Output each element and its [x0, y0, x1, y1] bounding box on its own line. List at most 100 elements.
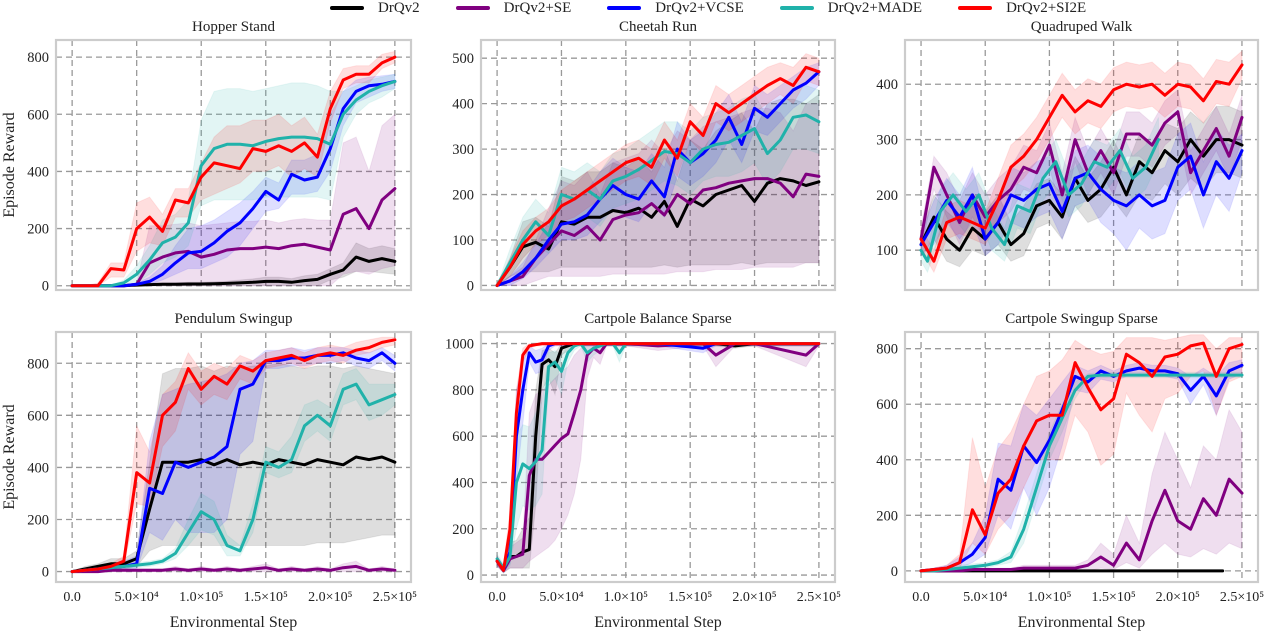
line-drqv2-made — [919, 138, 1160, 263]
line-drqv2-vcse — [70, 79, 397, 288]
y-tick-label: 0 — [467, 278, 474, 294]
y-tick-label: 500 — [452, 51, 474, 67]
x-axis-label: Environmental Step — [170, 614, 298, 631]
legend-item-drqv2-se: DrQv2+SE — [455, 0, 572, 16]
x-tick-label: 2.5×10⁵ — [1220, 590, 1264, 605]
x-tick-label: 1.0×10⁵ — [604, 590, 648, 605]
y-axis-label: Episode Reward — [1, 112, 18, 217]
x-tick-label: 0.0 — [63, 590, 81, 605]
plot-frame — [903, 330, 1260, 584]
legend-item-drqv2-made: DrQv2+MADE — [779, 0, 923, 16]
line-drqv2-made — [70, 382, 397, 574]
legend-label: DrQv2+SE — [503, 0, 572, 16]
y-tick-label: 400 — [452, 97, 474, 113]
y-tick-label: 200 — [452, 522, 474, 538]
series-group — [495, 53, 821, 288]
series-group — [70, 50, 397, 288]
plot-frame — [479, 38, 837, 292]
y-tick-label: 100 — [876, 243, 898, 259]
y-tick-label: 600 — [876, 397, 898, 413]
y-tick-label: 600 — [27, 107, 49, 123]
line-drqv2-si2e — [495, 65, 821, 287]
y-tick-label: 300 — [876, 133, 898, 149]
line-drqv2-se — [919, 477, 1244, 573]
x-tick-label: 1.0×10⁵ — [1027, 590, 1071, 605]
plot-frame — [54, 38, 413, 292]
line-drqv2-si2e — [495, 342, 821, 572]
y-tick-label: 200 — [27, 222, 49, 238]
band-drqv2-si2e — [920, 50, 1243, 274]
y-axis-label: Episode Reward — [1, 404, 18, 509]
line-drqv2 — [70, 455, 397, 574]
y-tick-label: 200 — [27, 513, 49, 529]
y-tick-label: 200 — [876, 508, 898, 524]
line-drqv2-se — [70, 564, 397, 574]
y-tick-label: 200 — [452, 188, 474, 204]
panel-title: Hopper Stand — [192, 19, 275, 35]
legend-item-drqv2-vcse: DrQv2+VCSE — [607, 0, 744, 16]
line-drqv2-se — [495, 172, 821, 287]
legend-item-drqv2: DrQv2 — [330, 0, 420, 16]
y-tick-label: 100 — [452, 233, 474, 249]
x-tick-label: 1.0×10⁵ — [179, 590, 223, 605]
x-tick-label: 1.5×10⁵ — [1091, 590, 1135, 605]
band-drqv2-si2e — [920, 334, 1243, 572]
x-axis-label: Environmental Step — [1018, 614, 1146, 631]
x-tick-label: 0.0 — [912, 590, 930, 605]
x-tick-label: 1.5×10⁵ — [244, 590, 288, 605]
y-tick-label: 600 — [452, 429, 474, 445]
legend: DrQv2 DrQv2+SE DrQv2+VCSE DrQv2+MADE DrQ… — [330, 0, 1122, 16]
legend-label: DrQv2+VCSE — [655, 0, 744, 16]
line-drqv2 — [919, 138, 1244, 252]
y-tick-label: 0 — [891, 564, 898, 580]
x-axis-label: Environmental Step — [594, 614, 722, 631]
panel-title: Cartpole Balance Sparse — [584, 311, 732, 327]
plot-frame — [479, 330, 837, 584]
panel-title: Quadruped Walk — [1031, 19, 1133, 35]
y-tick-label: 400 — [876, 77, 898, 93]
panel-quadruped-walk: Quadruped Walk 100 200 300 400 — [876, 19, 1260, 292]
panel-cartpole-balance-sparse: Cartpole Balance Sparse 0 200 400 600 800 1000… — [445, 311, 841, 631]
legend-label: DrQv2+SI2E — [1006, 0, 1087, 16]
x-tick-label: 2.5×10⁵ — [797, 590, 841, 605]
panel-title: Pendulum Swingup — [175, 311, 293, 327]
panel-hopper-stand: Hopper Stand 0 200 400 600 800 Episode Reward — [1, 19, 413, 295]
y-tick-label: 200 — [876, 188, 898, 204]
legend-swatch — [779, 6, 814, 10]
y-tick-label: 400 — [27, 164, 49, 180]
legend-label: DrQv2+MADE — [827, 0, 923, 16]
series-group — [919, 334, 1244, 573]
y-tick-label: 800 — [27, 356, 49, 372]
y-tick-label: 0 — [42, 565, 49, 581]
y-tick-label: 400 — [452, 475, 474, 491]
x-tick-label: 5.0×10⁴ — [539, 590, 583, 605]
plot-frame — [903, 38, 1260, 292]
x-tick-label: 1.5×10⁵ — [668, 590, 712, 605]
y-tick-label: 800 — [876, 342, 898, 358]
x-tick-label: 2.0×10⁵ — [308, 590, 352, 605]
line-drqv2-se — [495, 342, 821, 572]
line-drqv2-vcse — [919, 363, 1244, 573]
panel-cartpole-swingup-sparse: Cartpole Swingup Sparse 0 200 400 600 800 0.0 5… — [876, 311, 1264, 631]
line-drqv2-si2e — [919, 341, 1244, 573]
line-drqv2-made — [919, 373, 1244, 573]
y-tick-label: 800 — [452, 383, 474, 399]
x-tick-label: 0.0 — [488, 590, 506, 605]
line-drqv2-vcse — [495, 70, 821, 287]
legend-swatch — [455, 6, 490, 10]
legend-swatch — [958, 6, 993, 10]
series-group — [495, 342, 821, 574]
panel-pendulum-swingup: Pendulum Swingup 0 200 400 600 800 0.0 5.0×10⁴ 1… — [1, 311, 417, 631]
y-tick-label: 400 — [876, 453, 898, 469]
series-group — [919, 50, 1244, 274]
x-tick-label: 2.0×10⁵ — [1156, 590, 1200, 605]
y-tick-label: 800 — [27, 50, 49, 66]
band-drqv2-made — [496, 343, 820, 574]
line-drqv2-si2e — [70, 55, 397, 288]
y-tick-label: 600 — [27, 408, 49, 424]
x-tick-label: 2.5×10⁵ — [373, 590, 417, 605]
series-group — [70, 336, 397, 574]
panel-title: Cartpole Swingup Sparse — [1005, 311, 1158, 327]
legend-label: DrQv2 — [378, 0, 420, 16]
